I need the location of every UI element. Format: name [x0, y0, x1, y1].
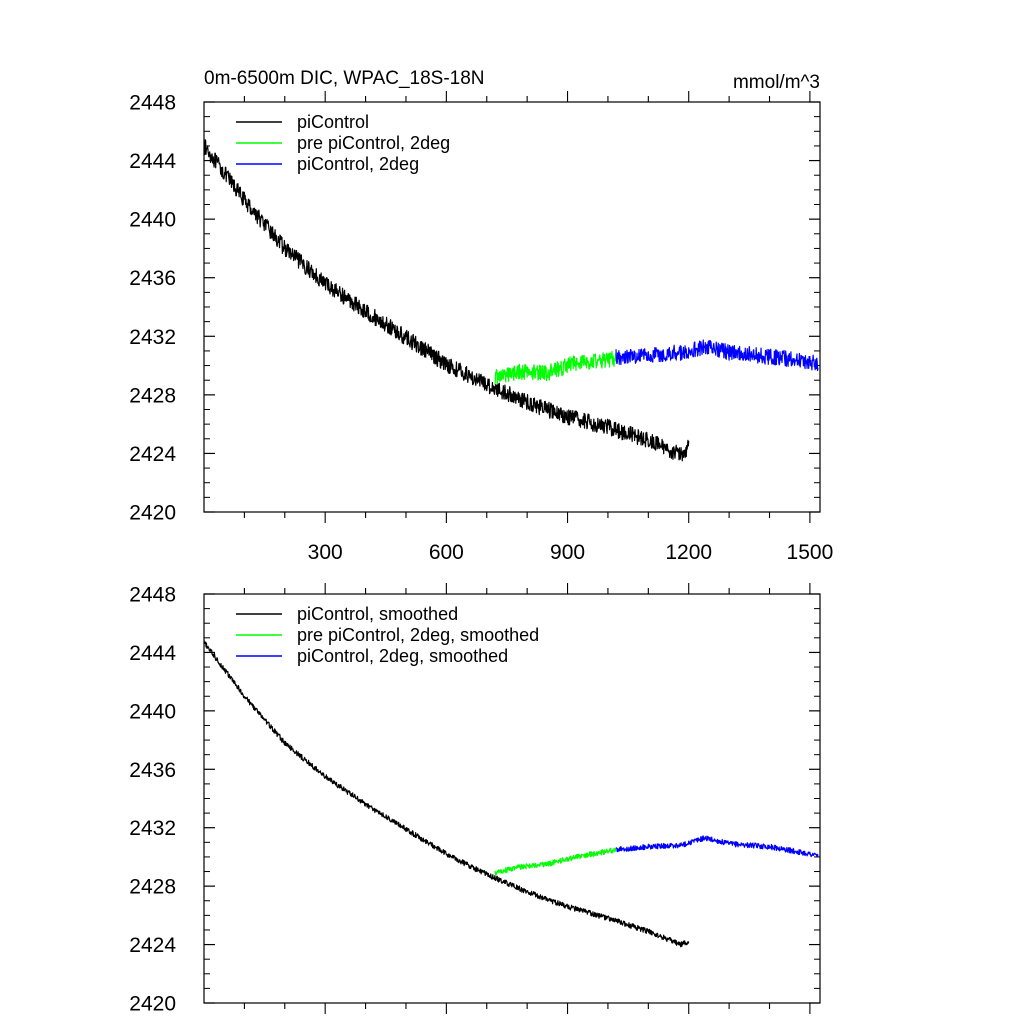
- legend-label: piControl, 2deg, smoothed: [297, 646, 508, 666]
- series-line-3: [615, 835, 819, 858]
- y-tick-label: 2448: [129, 92, 176, 115]
- y-tick-label: 2440: [129, 700, 176, 723]
- series-line-3: [615, 339, 819, 372]
- y-tick-label: 2424: [129, 934, 176, 957]
- y-tick-label: 2444: [129, 150, 176, 173]
- legend-label: pre piControl, 2deg: [297, 133, 450, 153]
- y-tick-label: 2420: [129, 993, 176, 1016]
- chart-panel-1: 2420 2424 2428 2432 2436 2440 2444 2448 300 600 90…: [129, 68, 833, 564]
- y-tick-label: 2428: [129, 384, 176, 407]
- series-line-2: [494, 350, 617, 385]
- y-tick-label: 2432: [129, 817, 176, 840]
- legend-label: pre piControl, 2deg, smoothed: [297, 625, 539, 645]
- series-line-1: [203, 139, 690, 462]
- y-tick-label: 2432: [129, 326, 176, 349]
- y-tick-label: 2436: [129, 759, 176, 782]
- x-tick-label: 1500: [787, 541, 834, 564]
- x-tick-label: 1200: [665, 541, 712, 564]
- series-line-2: [494, 847, 617, 876]
- x-tick-label: 600: [429, 541, 464, 564]
- legend-label: piControl, smoothed: [297, 604, 458, 624]
- x-tick-label: 900: [550, 541, 585, 564]
- legend-label: piControl: [297, 112, 369, 132]
- units-label: mmol/m^3: [733, 72, 820, 93]
- y-tick-label: 2440: [129, 209, 176, 232]
- chart-panel-2: 2420 2424 2428 2432 2436 2440 2444 2448 piContro…: [129, 583, 821, 1016]
- y-tick-label: 2420: [129, 502, 176, 525]
- y-tick-label: 2444: [129, 642, 176, 665]
- y-tick-label: 2448: [129, 584, 176, 607]
- chart-title: 0m-6500m DIC, WPAC_18S-18N: [204, 68, 485, 89]
- legend-label: piControl, 2deg: [297, 154, 419, 174]
- x-tick-label: 300: [308, 541, 343, 564]
- y-tick-label: 2428: [129, 876, 176, 899]
- series-line-1: [203, 639, 690, 948]
- y-tick-label: 2436: [129, 267, 176, 290]
- y-tick-label: 2424: [129, 443, 176, 466]
